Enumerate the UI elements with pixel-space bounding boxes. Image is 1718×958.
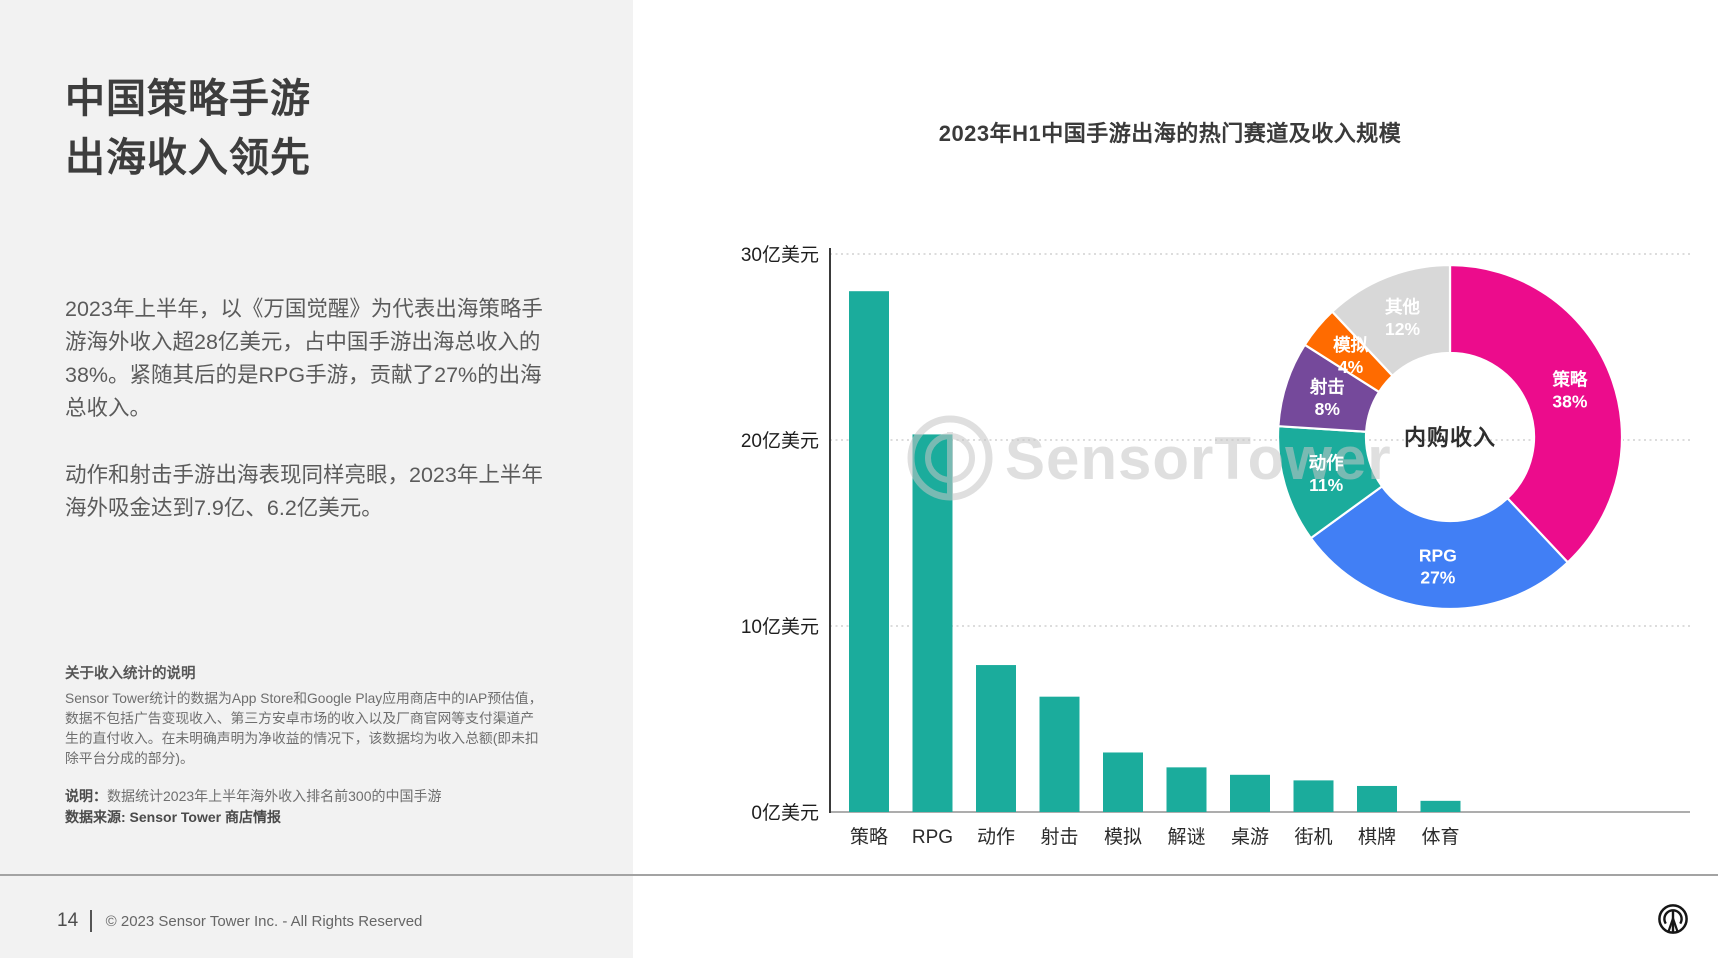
donut-segment-label: 动作 11% xyxy=(1309,453,1345,495)
donut-segment-label: RPG 27% xyxy=(1419,545,1457,587)
note-text: 数据统计2023年上半年海外收入排名前300的中国手游 xyxy=(107,788,442,804)
bar xyxy=(849,291,889,812)
donut-segment xyxy=(1448,263,1624,564)
bar xyxy=(976,665,1016,812)
watermark-text: SensorTower xyxy=(1005,425,1392,492)
note-label: 说明： xyxy=(65,788,107,804)
page-title-line2: 出海收入领先 xyxy=(65,136,311,180)
donut-segment xyxy=(1331,263,1452,377)
body-paragraph-1: 2023年上半年，以《万国觉醒》为代表出海策略手游海外收入超28亿美元，占中国手… xyxy=(65,297,543,420)
bar xyxy=(1103,752,1143,812)
y-tick-label: 0亿美元 xyxy=(751,802,819,824)
page-number: 14 xyxy=(57,910,79,931)
copyright-text: © 2023 Sensor Tower Inc. - All Rights Re… xyxy=(105,912,423,930)
left-panel: 中国策略手游 出海收入领先 2023年上半年，以《万国觉醒》为代表出海策略手游海… xyxy=(0,0,633,958)
y-tick-label: 30亿美元 xyxy=(741,244,819,266)
bar xyxy=(1166,767,1207,812)
bar xyxy=(1230,774,1270,812)
footer: 14 © 2023 Sensor Tower Inc. - All Rights… xyxy=(57,908,422,934)
donut-segment-label: 模拟 4% xyxy=(1333,335,1369,377)
footnotes: 关于收入统计的说明 Sensor Tower统计的数据为App Store和Go… xyxy=(65,662,547,828)
footer-divider xyxy=(0,874,1718,876)
x-category-label: 棋牌 xyxy=(1358,826,1396,848)
x-category-label: 策略 xyxy=(850,826,888,848)
bar xyxy=(1357,785,1397,812)
donut-segment-label: 射击 8% xyxy=(1309,377,1345,419)
x-category-label: 模拟 xyxy=(1104,826,1142,848)
x-category-label: 桌游 xyxy=(1231,826,1269,848)
page-title: 中国策略手游 出海收入领先 xyxy=(65,70,311,188)
data-source: 数据来源: Sensor Tower 商店情报 xyxy=(65,809,281,825)
x-category-label: 体育 xyxy=(1421,826,1459,848)
bar xyxy=(1420,800,1461,812)
body-paragraph-2: 动作和射击手游出海表现同样亮眼，2023年上半年海外吸金达到7.9亿、6.2亿美… xyxy=(65,463,543,520)
y-tick-label: 20亿美元 xyxy=(741,430,819,452)
x-category-label: 解谜 xyxy=(1167,826,1205,848)
x-category-label: RPG xyxy=(912,827,953,848)
donut-segment-label: 策略 38% xyxy=(1552,370,1588,412)
note-heading: 关于收入统计的说明 xyxy=(65,666,196,682)
bar xyxy=(1293,780,1334,812)
x-category-label: 动作 xyxy=(977,826,1015,848)
chart-title: 2023年H1中国手游出海的热门赛道及收入规模 xyxy=(938,121,1402,146)
watermark: SensorTower xyxy=(907,415,1392,501)
body-copy: 2023年上半年，以《万国觉醒》为代表出海策略手游海外收入超28亿美元，占中国手… xyxy=(65,293,547,525)
sensor-tower-logo-icon xyxy=(1658,904,1688,934)
donut-center-label: 内购收入 xyxy=(1404,425,1496,450)
note-line: 说明：数据统计2023年上半年海外收入排名前300的中国手游 xyxy=(65,786,547,807)
y-tick-label: 10亿美元 xyxy=(741,616,819,638)
donut-segment-label: 其他 12% xyxy=(1385,297,1421,339)
page-title-line1: 中国策略手游 xyxy=(65,77,311,121)
note-body: Sensor Tower统计的数据为App Store和Google Play应… xyxy=(65,691,543,766)
bar xyxy=(1039,696,1080,812)
donut-segment xyxy=(1309,485,1569,611)
x-category-label: 街机 xyxy=(1294,826,1332,848)
footer-separator xyxy=(90,910,92,932)
x-category-label: 射击 xyxy=(1040,826,1078,848)
